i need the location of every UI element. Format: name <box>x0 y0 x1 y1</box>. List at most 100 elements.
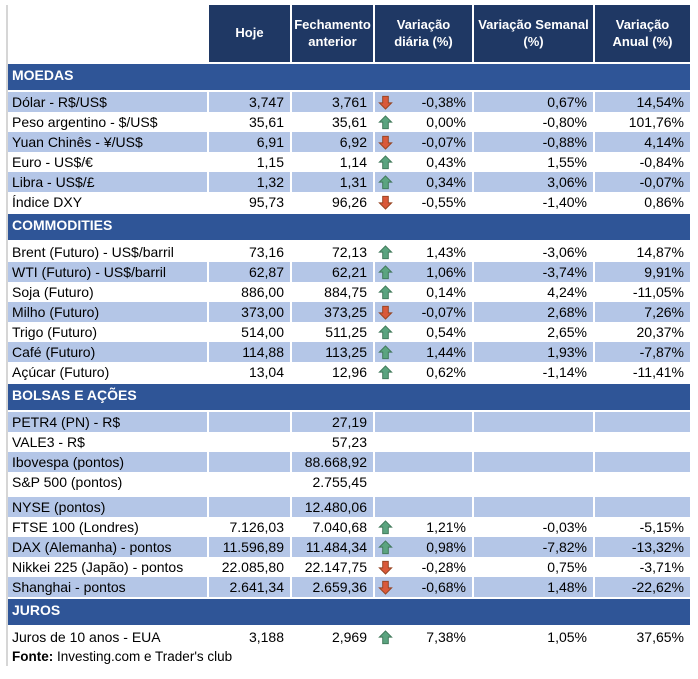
value-variacao-semanal: -1,40% <box>472 192 593 212</box>
value-fechamento-anterior: 113,25 <box>290 342 373 362</box>
value-variacao-anual <box>593 452 690 472</box>
value-hoje <box>207 472 290 492</box>
value-variacao-diaria <box>373 452 472 472</box>
value-variacao-diaria: -0,28% <box>373 557 472 577</box>
value-variacao-diaria: -0,07% <box>373 132 472 152</box>
value-fechamento-anterior: 62,21 <box>290 262 373 282</box>
value-variacao-diaria: -0,68% <box>373 577 472 597</box>
table-row: Libra - US$/£ 1,32 1,31 0,34% 3,06% -0,07% <box>8 172 690 192</box>
trend-up-icon <box>377 154 393 170</box>
value-variacao-semanal: 3,06% <box>472 172 593 192</box>
instrument-label: Euro - US$/€ <box>12 154 93 170</box>
value-variacao-semanal: -0,03% <box>472 517 593 537</box>
value-variacao-anual: 9,91% <box>593 262 690 282</box>
value-variacao-diaria: 1,44% <box>373 342 472 362</box>
value-hoje: 373,00 <box>207 302 290 322</box>
value-variacao-semanal: -7,82% <box>472 537 593 557</box>
instrument-label: Milho (Futuro) <box>8 302 207 322</box>
value-variacao-anual: 101,76% <box>593 112 690 132</box>
column-header: Variação Anual (%) <box>593 5 690 62</box>
value-fechamento-anterior: 373,25 <box>290 302 373 322</box>
value-variacao-semanal: 0,67% <box>472 92 593 112</box>
value-variacao-semanal: -1,14% <box>472 362 593 382</box>
value-hoje: 1,15 <box>207 152 290 172</box>
instrument-label: Nikkei 225 (Japão) - pontos <box>12 559 184 575</box>
value-variacao-semanal: -0,88% <box>472 132 593 152</box>
trend-down-icon <box>377 194 393 210</box>
value-variacao-anual: -13,32% <box>593 537 690 557</box>
value-variacao-anual: -0,84% <box>593 152 690 172</box>
value-variacao-diaria: 0,43% <box>373 152 472 172</box>
table-body: MOEDAS Dólar - R$/US$ 3,747 3,761 -0,38% 0,67… <box>8 64 690 647</box>
value-variacao-diaria: 1,06% <box>373 262 472 282</box>
value-variacao-diaria: 0,34% <box>373 172 472 192</box>
value-fechamento-anterior: 511,25 <box>290 322 373 342</box>
value-variacao-anual: -0,07% <box>593 172 690 192</box>
value-variacao-anual: 37,65% <box>593 627 690 647</box>
value-fechamento-anterior: 96,26 <box>290 192 373 212</box>
header-empty-corner <box>8 5 207 62</box>
value-variacao-semanal: 1,48% <box>472 577 593 597</box>
value-variacao-diaria <box>373 497 472 517</box>
value-variacao-diaria: 0,62% <box>373 362 472 382</box>
table-row: PETR4 (PN) - R$ 27,19 <box>8 412 690 432</box>
instrument-label: WTI (Futuro) - US$/barril <box>8 262 207 282</box>
table-row: Ibovespa (pontos) 88.668,92 <box>8 452 690 472</box>
column-header: Fechamento anterior <box>290 5 373 62</box>
value-fechamento-anterior: 1,14 <box>290 152 373 172</box>
value-variacao-diaria: 7,38% <box>373 627 472 647</box>
value-fechamento-anterior: 3,761 <box>290 92 373 112</box>
value-hoje: 2.641,34 <box>207 577 290 597</box>
table-row: Juros de 10 anos - EUA 3,188 2,969 7,38% 1,0… <box>8 627 690 647</box>
value-variacao-semanal: 1,93% <box>472 342 593 362</box>
source-label: Fonte: <box>12 649 54 664</box>
table-row: S&P 500 (pontos) 2.755,45 <box>8 472 690 492</box>
value-variacao-diaria: -0,38% <box>373 92 472 112</box>
value-variacao-diaria: 0,14% <box>373 282 472 302</box>
value-fechamento-anterior: 1,31 <box>290 172 373 192</box>
trend-down-icon <box>377 559 393 575</box>
value-hoje: 13,04 <box>207 362 290 382</box>
value-variacao-diaria: 0,00% <box>373 112 472 132</box>
financial-report-sheet: Hoje Fechamento anterior Variação diária (… <box>6 5 690 666</box>
source-text: Investing.com e Trader's club <box>53 649 233 664</box>
trend-down-icon <box>377 134 393 150</box>
instrument-label: Juros de 10 anos - EUA <box>12 629 161 645</box>
value-variacao-diaria <box>373 432 472 452</box>
value-fechamento-anterior: 2.659,36 <box>290 577 373 597</box>
value-fechamento-anterior: 2.755,45 <box>290 472 373 492</box>
instrument-label: Ibovespa (pontos) <box>8 452 207 472</box>
instrument-label: Libra - US$/£ <box>8 172 207 192</box>
table-row: DAX (Alemanha) - pontos 11.596,89 11.484,3… <box>8 537 690 557</box>
instrument-label: NYSE (pontos) <box>8 497 207 517</box>
instrument-label: Trigo (Futuro) <box>12 324 98 340</box>
value-fechamento-anterior: 7.040,68 <box>290 517 373 537</box>
table-row: Peso argentino - $/US$ 35,61 35,61 0,00% -0,… <box>8 112 690 132</box>
value-hoje: 95,73 <box>207 192 290 212</box>
value-hoje <box>207 412 290 432</box>
trend-up-icon <box>377 244 393 260</box>
trend-up-icon <box>377 539 393 555</box>
value-variacao-anual: -3,71% <box>593 557 690 577</box>
value-variacao-anual: -5,15% <box>593 517 690 537</box>
trend-down-icon <box>377 304 393 320</box>
value-fechamento-anterior: 57,23 <box>290 432 373 452</box>
value-fechamento-anterior: 12,96 <box>290 362 373 382</box>
value-variacao-diaria: -0,07% <box>373 302 472 322</box>
instrument-label: FTSE 100 (Londres) <box>12 519 139 535</box>
value-variacao-anual: 0,86% <box>593 192 690 212</box>
value-hoje: 11.596,89 <box>207 537 290 557</box>
value-variacao-semanal: -3,06% <box>472 242 593 262</box>
value-variacao-diaria: 0,54% <box>373 322 472 342</box>
table-row: NYSE (pontos) 12.480,06 <box>8 497 690 517</box>
instrument-label: Açúcar (Futuro) <box>12 364 110 380</box>
value-fechamento-anterior: 884,75 <box>290 282 373 302</box>
value-variacao-anual: -11,41% <box>593 362 690 382</box>
value-fechamento-anterior: 11.484,34 <box>290 537 373 557</box>
instrument-label: Café (Futuro) <box>8 342 207 362</box>
table-row: Dólar - R$/US$ 3,747 3,761 -0,38% 0,67% 14,54… <box>8 92 690 112</box>
instrument-label: Peso argentino - $/US$ <box>12 114 158 130</box>
value-fechamento-anterior: 2,969 <box>290 627 373 647</box>
instrument-label: Brent (Futuro) - US$/barril <box>12 244 174 260</box>
value-hoje: 35,61 <box>207 112 290 132</box>
